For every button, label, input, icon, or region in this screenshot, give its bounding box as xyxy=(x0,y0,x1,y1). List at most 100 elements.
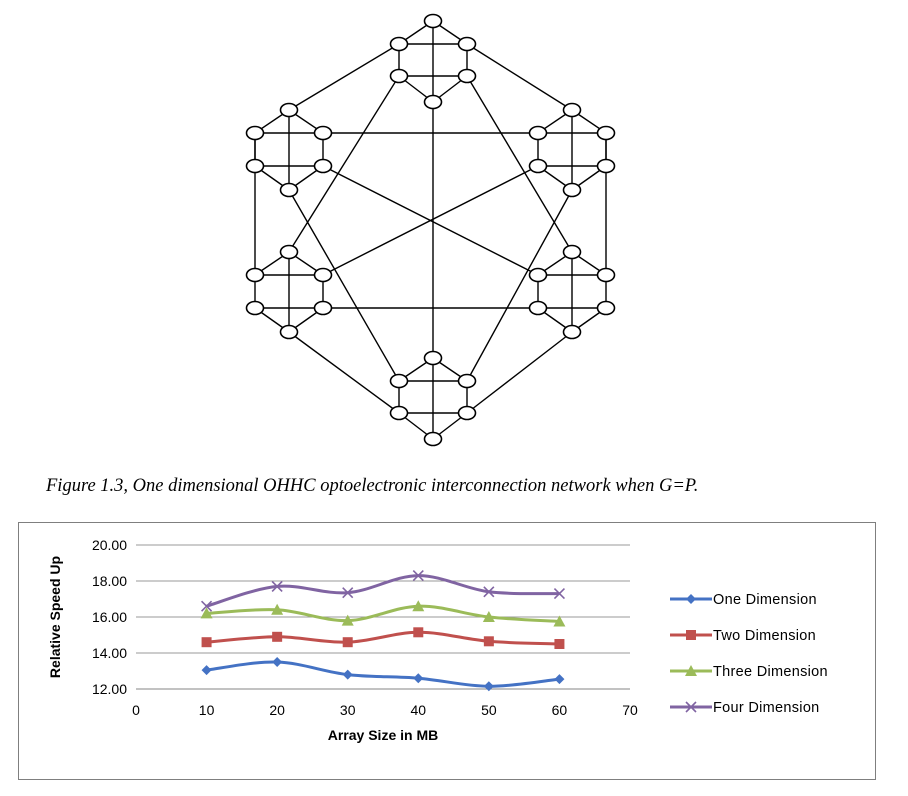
y-tick-label: 12.00 xyxy=(92,681,127,697)
network-node xyxy=(596,267,616,283)
network-node xyxy=(245,267,265,283)
x-tick-label: 0 xyxy=(132,702,140,718)
inter-cluster-edge xyxy=(288,43,400,111)
network-node xyxy=(389,68,409,84)
network-node xyxy=(528,267,548,283)
network-node xyxy=(245,300,265,316)
series-one-dimension: One Dimension xyxy=(201,592,817,692)
data-point xyxy=(342,587,354,599)
network-node xyxy=(389,405,409,421)
x-tick-label: 60 xyxy=(552,702,568,718)
data-point xyxy=(483,681,494,692)
inter-cluster-edge xyxy=(466,43,573,111)
inter-cluster-edge xyxy=(466,331,573,414)
network-node xyxy=(279,102,299,118)
network-node xyxy=(457,36,477,52)
y-tick-label: 16.00 xyxy=(92,609,127,625)
data-point xyxy=(201,600,213,612)
network-node xyxy=(313,300,333,316)
y-axis-label: Relative Speed Up xyxy=(47,556,63,678)
legend-label: One Dimension xyxy=(713,592,817,608)
data-point xyxy=(201,665,212,676)
network-node xyxy=(313,158,333,174)
network-edges xyxy=(254,20,607,440)
x-tick-label: 50 xyxy=(481,702,497,718)
network-node xyxy=(389,36,409,52)
network-node xyxy=(528,300,548,316)
network-node xyxy=(423,350,443,366)
network-node xyxy=(562,324,582,340)
legend-swatch-marker xyxy=(685,665,697,676)
series-line xyxy=(206,630,560,646)
network-node xyxy=(457,405,477,421)
data-point xyxy=(200,607,213,619)
series-four-dimension: Four Dimension xyxy=(201,570,820,716)
figure-caption: Figure 1.3, One dimensional OHHC optoele… xyxy=(46,476,699,496)
data-point xyxy=(553,615,566,627)
network-node xyxy=(457,373,477,389)
legend-label: Two Dimension xyxy=(713,628,816,644)
data-point xyxy=(553,588,565,600)
chart-frame: 12.00 14.00 16.00 18.00 20.00 0 10 20 30 40 50 60 70… xyxy=(18,522,876,780)
ohhc-network-diagram xyxy=(245,13,616,447)
speedup-line-chart: 12.00 14.00 16.00 18.00 20.00 0 10 20 30 40 50 60 70… xyxy=(47,537,828,743)
network-node xyxy=(245,158,265,174)
x-axis-label: Array Size in MB xyxy=(328,727,438,743)
network-node xyxy=(313,267,333,283)
network-node xyxy=(423,431,443,447)
inter-cluster-edge xyxy=(322,165,539,276)
network-node xyxy=(562,182,582,198)
x-tick-label: 40 xyxy=(410,702,426,718)
x-tick-label: 10 xyxy=(199,702,215,718)
data-point xyxy=(554,639,565,649)
x-tick-label: 30 xyxy=(340,702,356,718)
network-node xyxy=(528,158,548,174)
inter-cluster-edge xyxy=(466,75,573,253)
network-node xyxy=(279,324,299,340)
data-point xyxy=(271,580,283,592)
series-three-dimension: Three Dimension xyxy=(200,600,828,680)
data-point xyxy=(413,627,424,638)
inter-cluster-edge xyxy=(288,75,400,253)
network-node xyxy=(562,244,582,260)
series-line xyxy=(206,574,560,608)
data-point xyxy=(413,673,424,684)
series-two-dimension: Two Dimension xyxy=(201,627,816,649)
network-node xyxy=(245,125,265,141)
network-node xyxy=(457,68,477,84)
legend-swatch-marker xyxy=(686,594,696,604)
x-tick-label: 70 xyxy=(622,702,638,718)
data-point xyxy=(272,657,283,667)
network-node xyxy=(423,94,443,110)
y-tick-label: 18.00 xyxy=(92,573,127,589)
data-point xyxy=(272,631,283,642)
network-node xyxy=(562,102,582,118)
data-point xyxy=(554,674,565,685)
network-node xyxy=(596,125,616,141)
data-point xyxy=(201,637,212,648)
network-node xyxy=(279,244,299,260)
series-line xyxy=(206,604,560,623)
legend-label: Four Dimension xyxy=(713,700,820,716)
data-point xyxy=(482,611,495,622)
inter-cluster-edge xyxy=(466,189,573,382)
legend-swatch-marker xyxy=(686,630,696,640)
data-point xyxy=(412,600,425,612)
y-tick-label: 14.00 xyxy=(92,645,127,661)
inter-cluster-edge xyxy=(288,189,400,382)
network-node xyxy=(596,158,616,174)
data-point xyxy=(342,669,353,680)
network-node xyxy=(423,13,443,29)
network-node xyxy=(389,373,409,389)
network-node xyxy=(313,125,333,141)
data-point xyxy=(483,636,494,647)
network-nodes xyxy=(245,13,616,447)
data-point xyxy=(342,637,353,648)
data-point xyxy=(483,586,495,598)
series-line xyxy=(206,660,560,688)
data-point xyxy=(341,614,354,626)
network-node xyxy=(528,125,548,141)
network-node xyxy=(596,300,616,316)
data-point xyxy=(412,570,424,582)
network-node xyxy=(279,182,299,198)
